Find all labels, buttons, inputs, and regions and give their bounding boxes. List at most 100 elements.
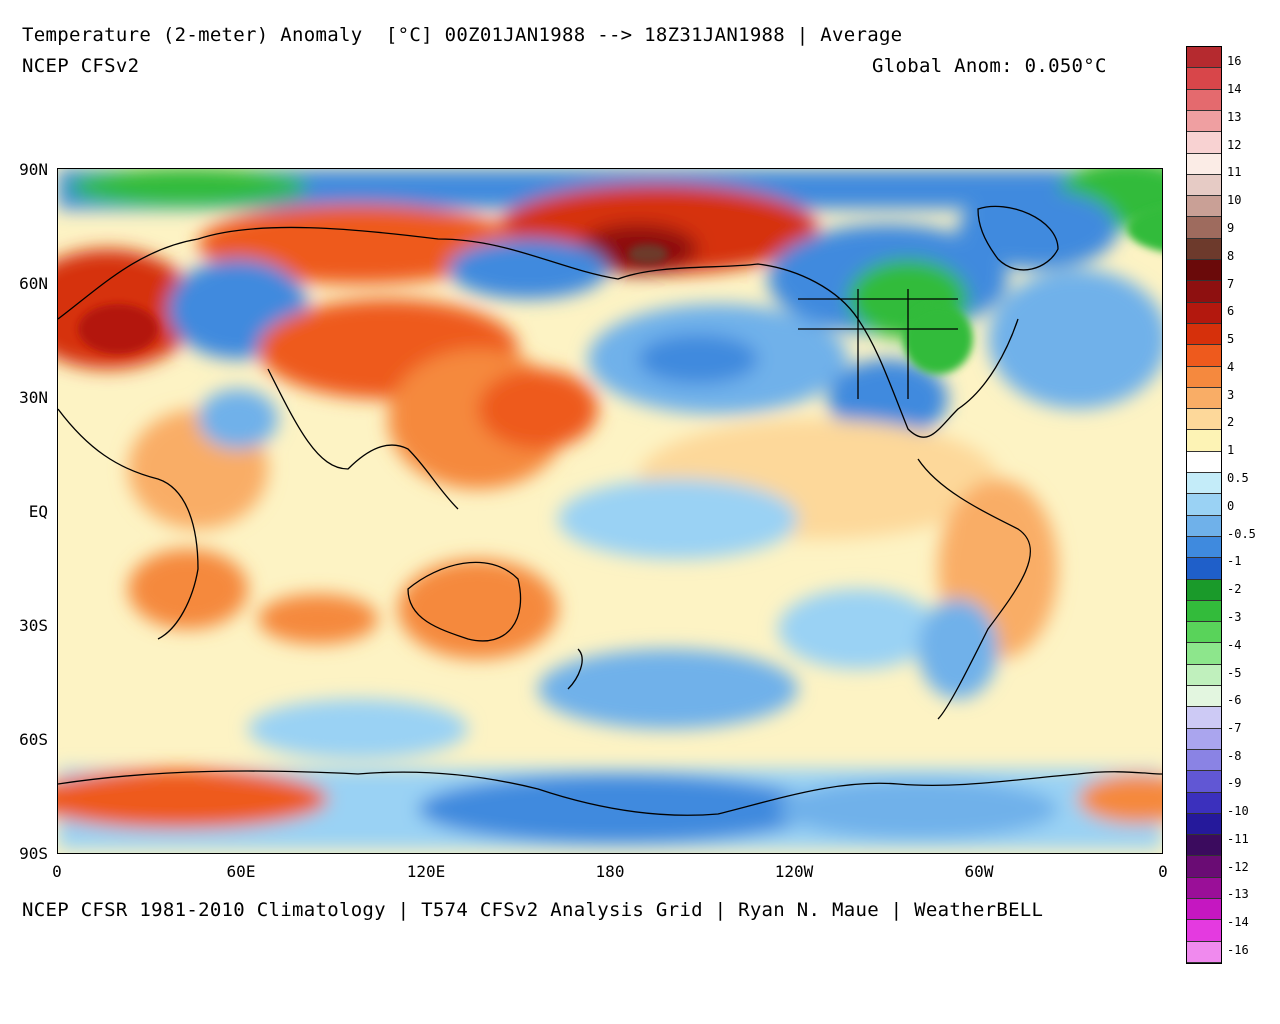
lat-label-60n: 60N <box>19 274 48 293</box>
legend-label: 6 <box>1227 304 1235 318</box>
legend-swatch <box>1187 835 1221 857</box>
legend-swatch <box>1187 409 1221 431</box>
legend-swatch <box>1187 813 1221 836</box>
legend-swatch <box>1187 47 1221 69</box>
legend-swatch <box>1187 728 1221 750</box>
legend-label: -3 <box>1227 610 1242 624</box>
legend-label: 16 <box>1227 54 1242 68</box>
legend-swatch <box>1187 515 1221 537</box>
lon-label-60w: 60W <box>964 862 994 881</box>
legend-swatch <box>1187 345 1221 367</box>
legend-swatch <box>1187 451 1221 474</box>
legend-label: 3 <box>1227 388 1235 402</box>
lon-label-120w: 120W <box>774 862 814 881</box>
global-anomaly-value: Global Anom: 0.050°C <box>872 55 1107 77</box>
legend-swatch <box>1187 494 1221 516</box>
legend-label: 4 <box>1227 360 1235 374</box>
lon-label-0-east: 0 <box>1158 862 1168 881</box>
anomaly-field-svg <box>58 169 1162 853</box>
lon-label-0: 0 <box>52 862 62 881</box>
legend-swatch <box>1187 323 1221 346</box>
legend-label: -11 <box>1227 832 1249 846</box>
anomaly-detail <box>78 206 1162 374</box>
legend-swatch <box>1187 622 1221 644</box>
legend-swatch <box>1187 196 1221 218</box>
legend-swatch <box>1187 110 1221 133</box>
lon-label-180: 180 <box>595 862 625 881</box>
lat-label-eq: EQ <box>28 502 48 521</box>
legend-label: 9 <box>1227 221 1235 235</box>
legend-swatch <box>1187 260 1221 282</box>
legend-label: 10 <box>1227 193 1242 207</box>
legend-swatch <box>1187 558 1221 580</box>
legend-label: 14 <box>1227 82 1242 96</box>
legend-label: 7 <box>1227 277 1235 291</box>
legend-swatch <box>1187 238 1221 261</box>
legend-swatch <box>1187 600 1221 623</box>
legend-swatch <box>1187 473 1221 495</box>
legend-label: -14 <box>1227 915 1249 929</box>
legend-label: 0 <box>1227 499 1235 513</box>
footer-credit: NCEP CFSR 1981-2010 Climatology | T574 C… <box>22 899 1044 921</box>
legend-swatch <box>1187 387 1221 410</box>
legend-swatch <box>1187 749 1221 772</box>
model-name: NCEP CFSv2 <box>22 55 140 77</box>
legend-label: -7 <box>1227 721 1242 735</box>
legend-swatch <box>1187 68 1221 90</box>
legend-label: -2 <box>1227 582 1242 596</box>
legend-label: 11 <box>1227 165 1242 179</box>
legend-swatch <box>1187 174 1221 197</box>
color-legend <box>1186 46 1222 964</box>
legend-swatch <box>1187 920 1221 942</box>
coastlines <box>58 205 1162 816</box>
legend-swatch <box>1187 792 1221 814</box>
anomaly-map <box>57 168 1163 854</box>
legend-label: 13 <box>1227 110 1242 124</box>
legend-label: 5 <box>1227 332 1235 346</box>
lat-label-90s: 90S <box>19 844 48 863</box>
legend-swatch <box>1187 856 1221 878</box>
legend-swatch <box>1187 430 1221 452</box>
legend-swatch <box>1187 89 1221 111</box>
legend-swatch <box>1187 664 1221 687</box>
legend-label: -9 <box>1227 776 1242 790</box>
legend-label: 8 <box>1227 249 1235 263</box>
legend-label: -4 <box>1227 638 1242 652</box>
legend-swatch <box>1187 877 1221 900</box>
legend-label: 2 <box>1227 415 1235 429</box>
legend-label: 0.5 <box>1227 471 1249 485</box>
legend-swatch <box>1187 281 1221 303</box>
lat-label-30s: 30S <box>19 616 48 635</box>
chart-title: Temperature (2-meter) Anomaly [°C] 00Z01… <box>22 24 903 46</box>
legend-label: -12 <box>1227 860 1249 874</box>
legend-swatch <box>1187 536 1221 559</box>
legend-label: -16 <box>1227 943 1249 957</box>
lon-label-120e: 120E <box>406 862 446 881</box>
legend-label: -0.5 <box>1227 527 1256 541</box>
legend-swatch <box>1187 132 1221 154</box>
legend-label: -13 <box>1227 887 1249 901</box>
legend-swatch <box>1187 899 1221 921</box>
legend-swatch <box>1187 302 1221 324</box>
legend-swatch <box>1187 643 1221 665</box>
legend-swatch <box>1187 153 1221 175</box>
lat-label-30n: 30N <box>19 388 48 407</box>
legend-swatch <box>1187 579 1221 601</box>
legend-label: -8 <box>1227 749 1242 763</box>
legend-swatch <box>1187 686 1221 708</box>
legend-swatch <box>1187 707 1221 729</box>
legend-swatch <box>1187 217 1221 239</box>
legend-swatch <box>1187 771 1221 793</box>
legend-swatch <box>1187 366 1221 388</box>
legend-label: -10 <box>1227 804 1249 818</box>
legend-label: -1 <box>1227 554 1242 568</box>
lat-label-60s: 60S <box>19 730 48 749</box>
legend-label: -5 <box>1227 666 1242 680</box>
anomaly-blobs <box>58 169 1162 849</box>
lat-label-90n: 90N <box>19 160 48 179</box>
lon-label-60e: 60E <box>226 862 256 881</box>
legend-label: 1 <box>1227 443 1235 457</box>
legend-label: -6 <box>1227 693 1242 707</box>
legend-label: 12 <box>1227 138 1242 152</box>
legend-swatch <box>1187 941 1221 963</box>
